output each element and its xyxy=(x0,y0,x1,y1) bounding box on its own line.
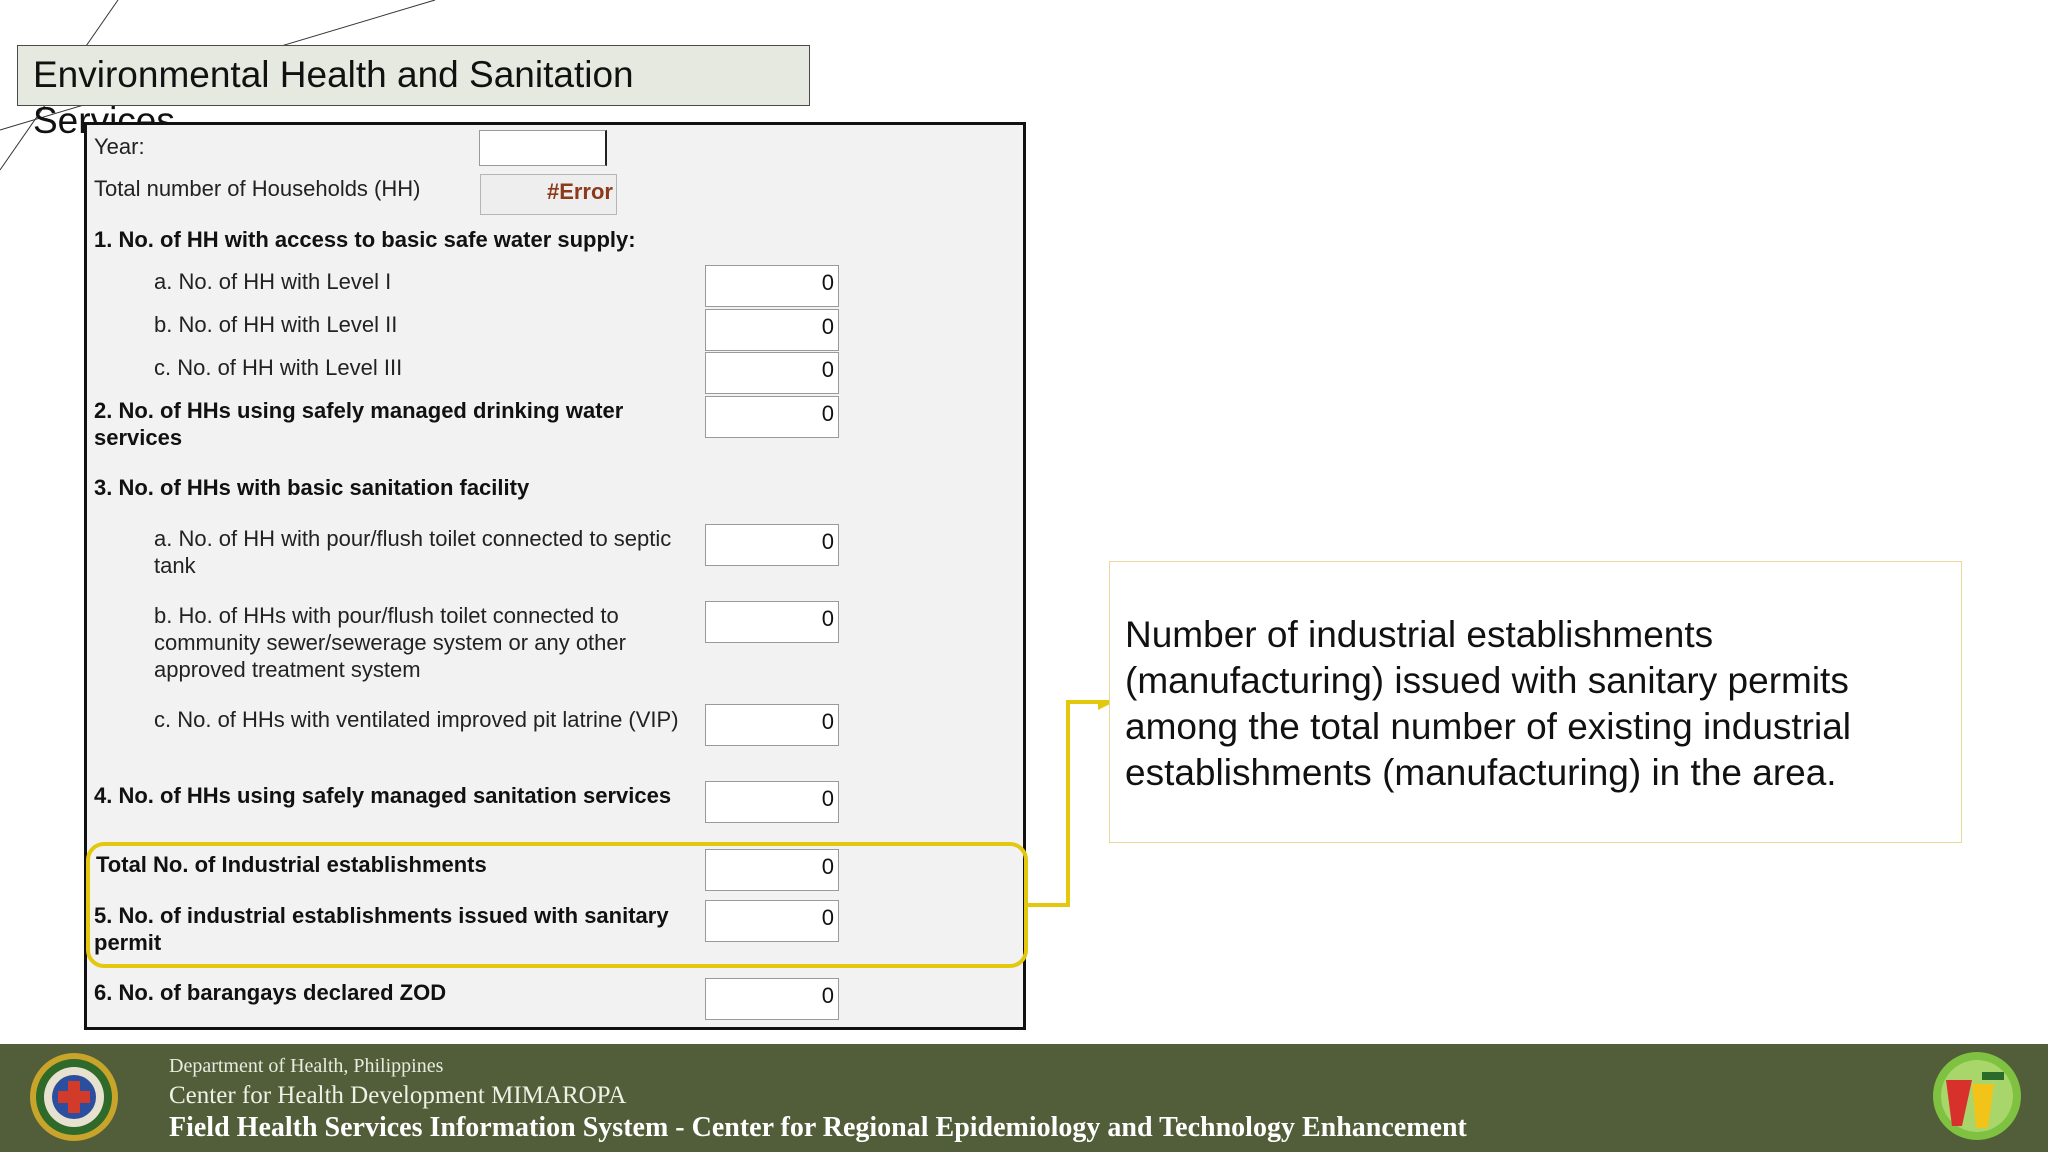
households-total-field: #Error xyxy=(480,174,617,215)
form-panel xyxy=(84,122,1026,1030)
q4-input[interactable]: 0 xyxy=(705,781,839,823)
q1c-input[interactable]: 0 xyxy=(705,352,839,394)
year-input[interactable] xyxy=(479,130,607,166)
footer-bar xyxy=(0,1044,2048,1152)
footer-line-1: Department of Health, Philippines xyxy=(169,1055,444,1077)
industrial-total-label: Total No. of Industrial establishments xyxy=(96,852,487,877)
q3c-label: c. No. of HHs with ventilated improved p… xyxy=(154,707,679,732)
q3a-input[interactable]: 0 xyxy=(705,524,839,566)
q3a-label: a. No. of HH with pour/flush toilet conn… xyxy=(154,526,672,578)
q1a-input[interactable]: 0 xyxy=(705,265,839,307)
industrial-highlight-box xyxy=(86,842,1028,968)
q2-label: 2. No. of HHs using safely managed drink… xyxy=(94,398,624,450)
q1c-label: c. No. of HH with Level III xyxy=(154,355,403,380)
q6-input[interactable]: 0 xyxy=(705,978,839,1020)
q3b-input[interactable]: 0 xyxy=(705,601,839,643)
q6-label: 6. No. of barangays declared ZOD xyxy=(94,980,447,1005)
q4-label: 4. No. of HHs using safely managed sanit… xyxy=(94,783,672,808)
callout-connector-arrow xyxy=(1026,700,1114,907)
footer-line-3: Field Health Services Information System… xyxy=(169,1112,1467,1143)
q5-label: 5. No. of industrial establishments issu… xyxy=(94,903,669,955)
q3c-input[interactable]: 0 xyxy=(705,704,839,746)
chd-logo-icon xyxy=(1933,1052,2021,1140)
doh-seal-icon xyxy=(30,1053,118,1141)
callout-text: Number of industrial establishments (man… xyxy=(1125,614,1852,793)
q3-label: 3. No. of HHs with basic sanitation faci… xyxy=(94,475,530,500)
year-label: Year: xyxy=(94,134,145,159)
footer-line-2: Center for Health Development MIMAROPA xyxy=(169,1082,627,1109)
q1b-input[interactable]: 0 xyxy=(705,309,839,351)
q2-input[interactable]: 0 xyxy=(705,396,839,438)
q1b-label: b. No. of HH with Level II xyxy=(154,312,398,337)
q1-label: 1. No. of HH with access to basic safe w… xyxy=(94,227,636,252)
q1a-label: a. No. of HH with Level I xyxy=(154,269,392,294)
callout-box xyxy=(1109,561,1962,843)
title-box xyxy=(17,45,810,106)
industrial-total-input[interactable]: 0 xyxy=(705,849,839,891)
q5-input[interactable]: 0 xyxy=(705,900,839,942)
q3b-label: b. Ho. of HHs with pour/flush toilet con… xyxy=(154,603,626,682)
households-label: Total number of Households (HH) xyxy=(94,176,421,201)
